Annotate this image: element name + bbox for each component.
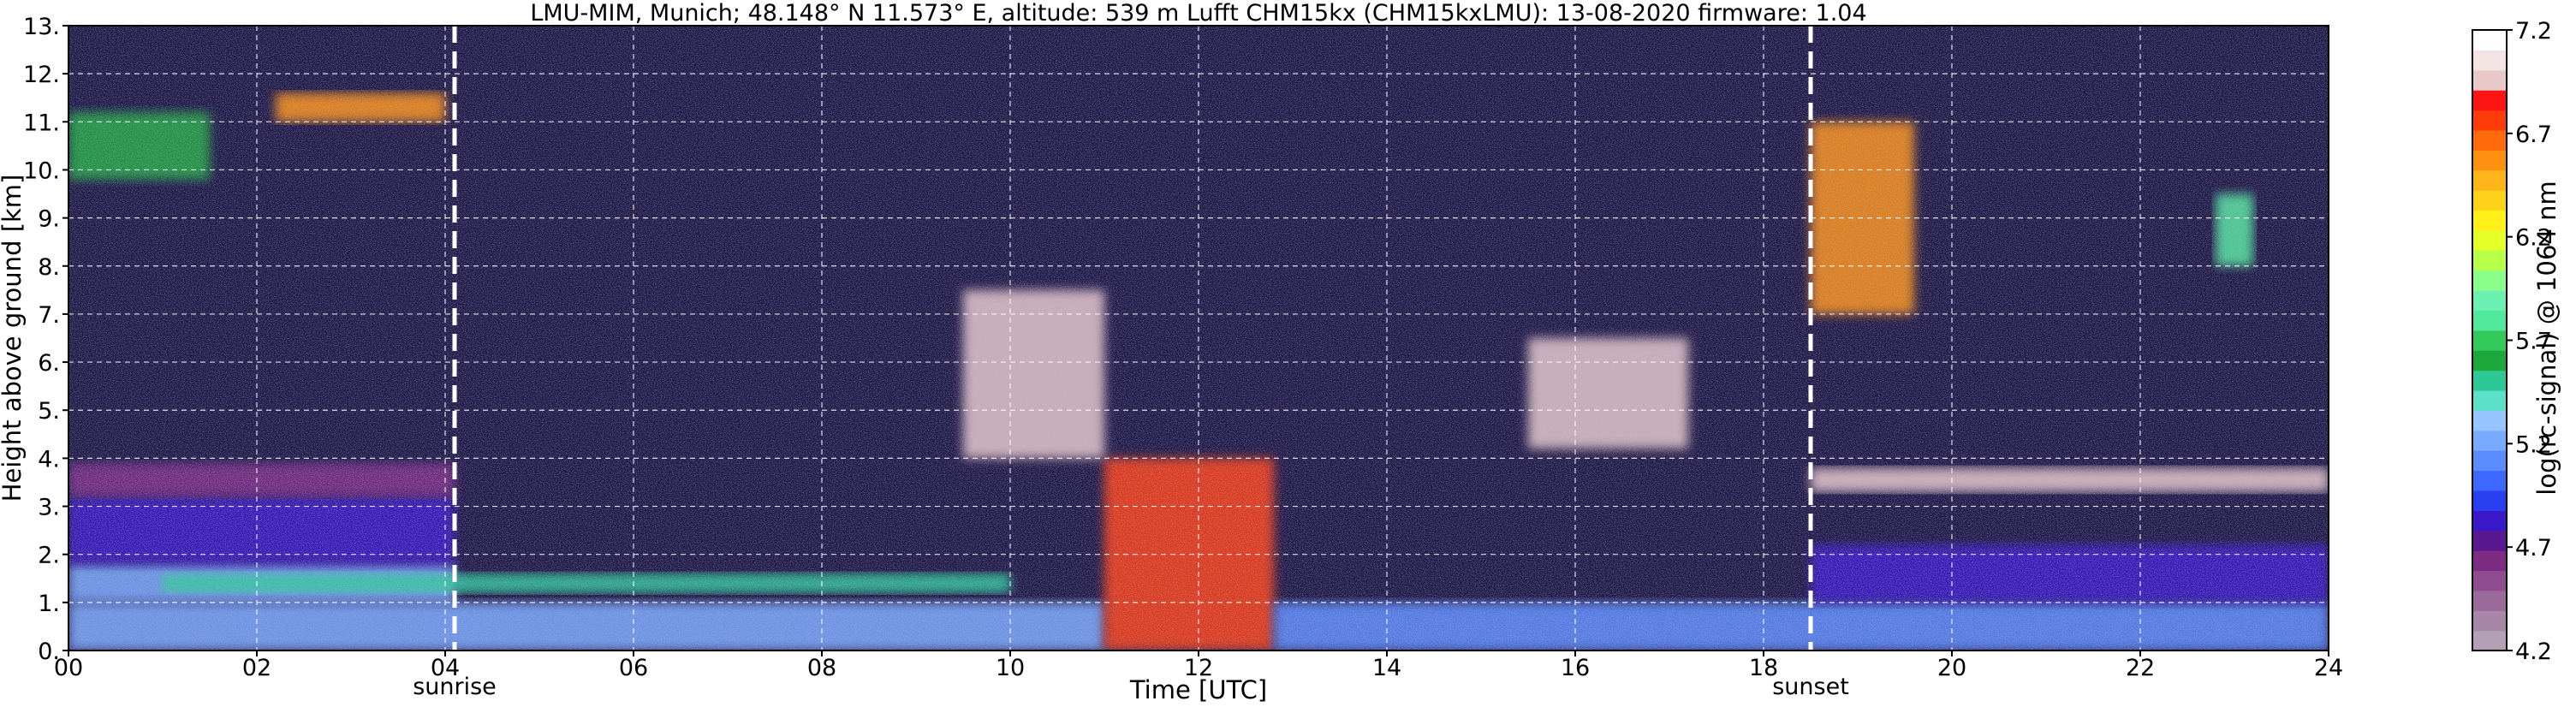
colorbar-swatch <box>2472 610 2507 632</box>
colorbar-swatch <box>2472 470 2507 491</box>
y-tick-label: 8. <box>38 254 60 281</box>
colorbar-swatch <box>2472 570 2507 591</box>
colorbar-swatch <box>2472 510 2507 532</box>
y-tick-label: 11. <box>23 110 60 136</box>
y-axis-ticks: 0. 1. 2. 3. 4. 5. 6. 7. 8. 9. 10. 11. 12. 13. <box>23 14 68 665</box>
y-tick-label: 3. <box>38 495 60 521</box>
y-tick-label: 4. <box>38 446 60 472</box>
y-tick-label: 10. <box>23 157 60 184</box>
x-tick-label: 06 <box>619 655 648 681</box>
x-tick-label: 20 <box>1937 655 1966 681</box>
y-tick-label: 9. <box>38 206 60 233</box>
x-axis-label: Time [UTC] <box>1129 675 1267 704</box>
colorbar-swatch <box>2472 169 2507 191</box>
colorbar-swatch <box>2472 430 2507 451</box>
y-axis-label: Height above ground [km] <box>0 175 27 502</box>
colorbar-swatch <box>2472 590 2507 611</box>
x-tick-label: 14 <box>1372 655 1401 681</box>
plot-area <box>68 25 2329 651</box>
colorbar-swatch <box>2472 190 2507 211</box>
colorbar-tick-label: 4.2 <box>2515 639 2552 665</box>
y-tick-label: 2. <box>38 543 60 569</box>
colorbar-swatch <box>2472 250 2507 271</box>
colorbar-swatch <box>2472 129 2507 151</box>
colorbar-ticks: 4.2 4.7 5.2 5.7 6.2 6.7 7.2 <box>2507 18 2552 665</box>
event-label-sunrise: sunrise <box>413 674 497 700</box>
colorbar-swatch <box>2472 530 2507 551</box>
x-tick-label: 12 <box>1184 655 1213 681</box>
colorbar-swatch <box>2472 330 2507 351</box>
colorbar-swatch <box>2472 210 2507 231</box>
colorbar-swatch <box>2472 370 2507 391</box>
chart-title: LMU-MIM, Munich; 48.148° N 11.573° E, al… <box>530 0 1866 27</box>
colorbar-tick-label: 6.7 <box>2515 122 2552 148</box>
x-axis-ticks: 00 02 04 06 08 10 12 14 16 18 20 22 24 sunrise sunset <box>54 651 2343 700</box>
colorbar-swatch <box>2472 270 2507 291</box>
event-label-sunset: sunset <box>1772 674 1849 700</box>
event-lines <box>452 26 1813 651</box>
colorbar-swatch <box>2472 630 2507 651</box>
colorbar: 4.2 4.7 5.2 5.7 6.2 6.7 7.2 log(rc-signal) @ 1… <box>2472 18 2561 665</box>
y-tick-label: 5. <box>38 398 60 425</box>
x-tick-label: 08 <box>807 655 836 681</box>
y-tick-label: 0. <box>38 639 60 665</box>
y-tick-label: 7. <box>38 302 60 329</box>
x-tick-label: 24 <box>2314 655 2343 681</box>
colorbar-swatch <box>2472 410 2507 431</box>
colorbar-swatch <box>2472 50 2507 71</box>
colorbar-swatches <box>2472 30 2507 651</box>
x-tick-label: 00 <box>54 655 83 681</box>
colorbar-swatch <box>2472 310 2507 331</box>
colorbar-swatch <box>2472 69 2507 91</box>
colorbar-tick-label: 4.7 <box>2515 535 2552 561</box>
y-tick-label: 13. <box>23 14 60 40</box>
colorbar-label: log(rc-signal) @ 1064 nm <box>2532 181 2561 495</box>
colorbar-swatch <box>2472 150 2507 171</box>
x-tick-label: 04 <box>431 655 460 681</box>
colorbar-swatch <box>2472 550 2507 572</box>
y-tick-label: 6. <box>38 350 60 377</box>
x-tick-label: 16 <box>1561 655 1590 681</box>
colorbar-swatch <box>2472 110 2507 131</box>
y-tick-label: 12. <box>23 62 60 88</box>
colorbar-swatch <box>2472 350 2507 371</box>
colorbar-tick-label: 5.2 <box>2515 431 2552 458</box>
colorbar-tick-label: 6.2 <box>2515 225 2552 252</box>
colorbar-swatch <box>2472 90 2507 111</box>
colorbar-tick-label: 7.2 <box>2515 18 2552 45</box>
colorbar-swatch <box>2472 30 2507 50</box>
colorbar-swatch <box>2472 290 2507 312</box>
x-tick-label: 22 <box>2126 655 2155 681</box>
x-tick-label: 10 <box>996 655 1025 681</box>
colorbar-swatch <box>2472 490 2507 511</box>
colorbar-swatch <box>2472 450 2507 472</box>
y-tick-label: 1. <box>38 591 60 617</box>
x-tick-label: 18 <box>1749 655 1778 681</box>
grid-lines <box>68 26 2329 651</box>
x-tick-label: 02 <box>242 655 271 681</box>
colorbar-tick-label: 5.7 <box>2515 329 2552 355</box>
colorbar-swatch <box>2472 229 2507 251</box>
colorbar-swatch <box>2472 389 2507 411</box>
